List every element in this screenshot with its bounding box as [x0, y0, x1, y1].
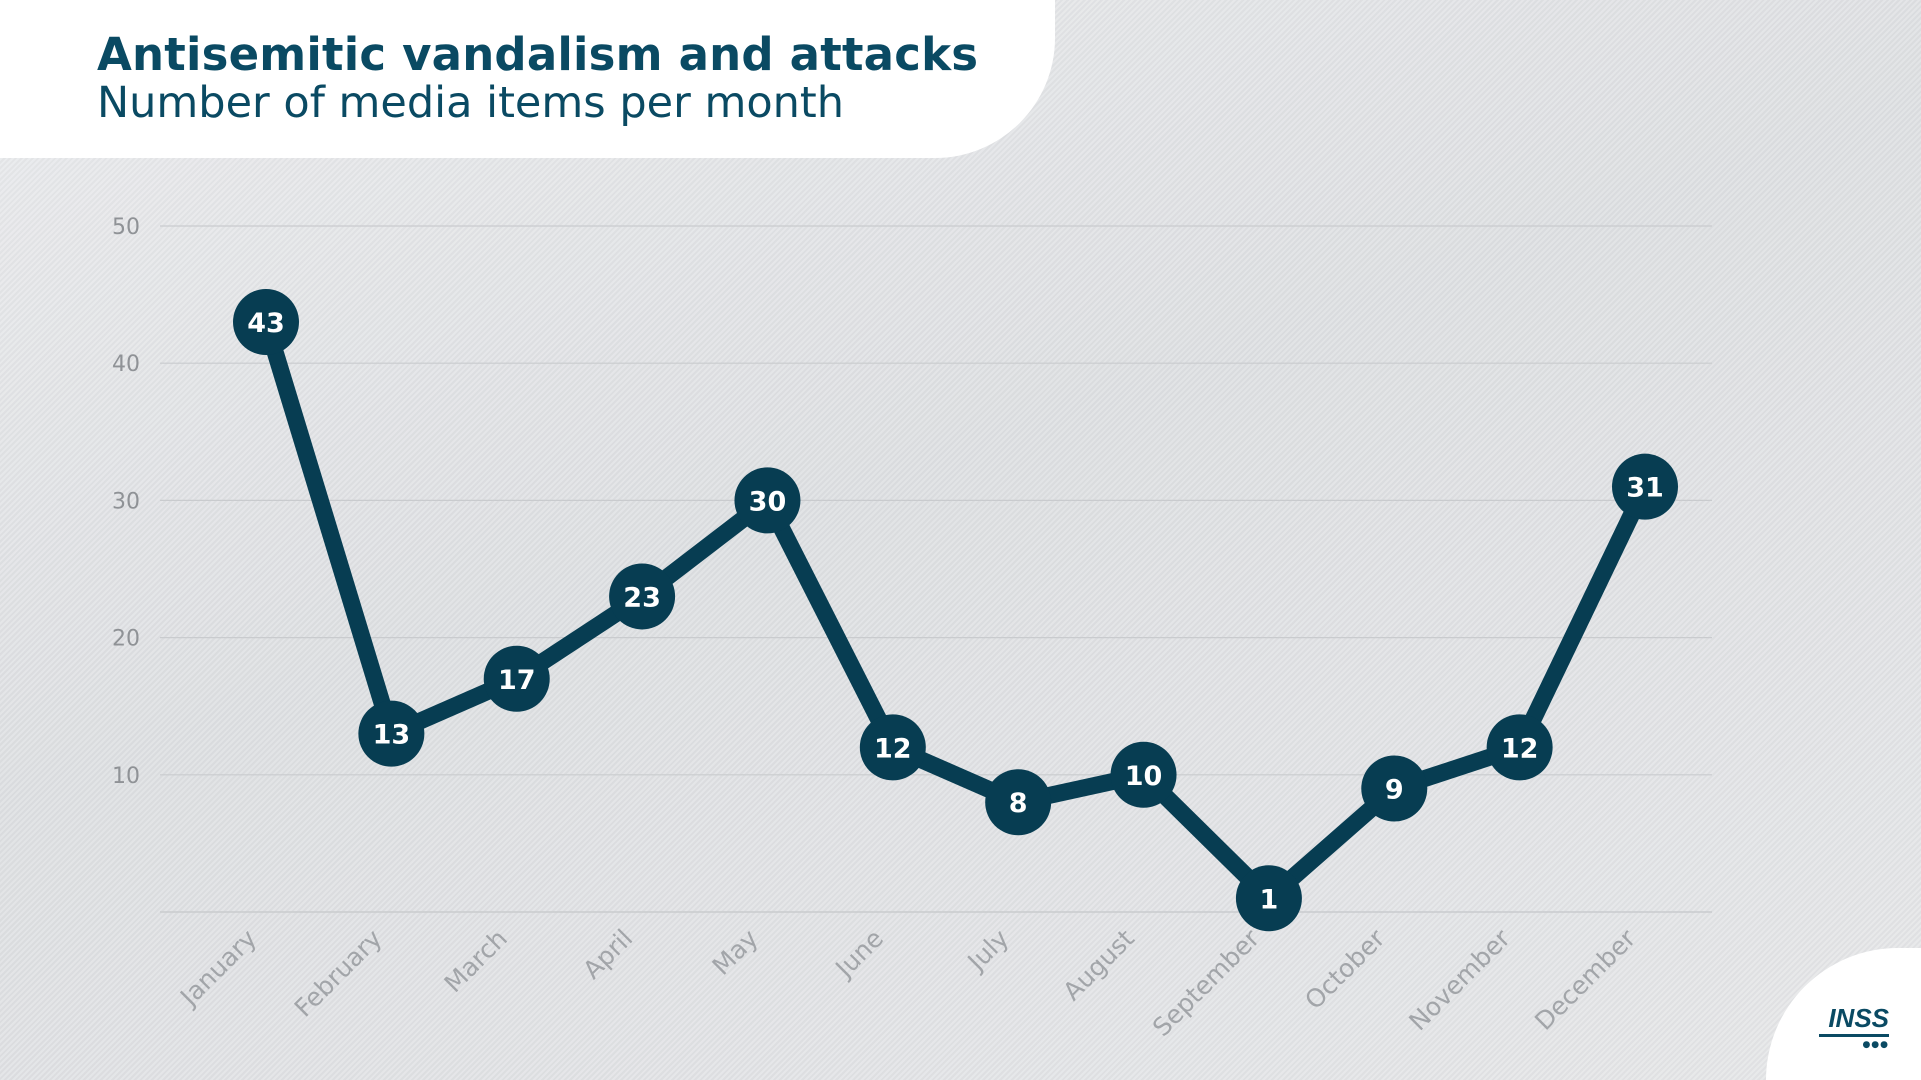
x-tick-label: May [707, 924, 764, 981]
inss-logo-icon: INSS ●●● [1819, 1005, 1889, 1050]
data-label: 12 [1501, 733, 1539, 764]
x-tick-label: March [439, 924, 513, 998]
data-point [483, 645, 550, 712]
x-tick-label: January [173, 924, 262, 1013]
data-point [1110, 741, 1177, 808]
data-label: 13 [373, 720, 411, 751]
series-line-layer [257, 313, 1654, 907]
data-label: 30 [749, 486, 787, 517]
y-tick-label: 20 [112, 627, 140, 652]
data-label: 1 [1260, 884, 1279, 915]
data-point [734, 467, 801, 534]
data-point [1361, 755, 1428, 822]
chart-subtitle: Number of media items per month [97, 78, 844, 128]
logo-text: INSS [1828, 1003, 1889, 1033]
y-tick-label: 40 [112, 352, 140, 377]
x-tick-label: June [829, 924, 889, 984]
data-label: 10 [1125, 761, 1163, 792]
x-tick-label: April [577, 924, 638, 985]
data-point [1235, 865, 1302, 932]
x-axis-ticks: January February March April May June July Augu… [173, 923, 1641, 1042]
data-point [1486, 714, 1553, 781]
y-tick-label: 50 [112, 215, 140, 240]
data-label: 43 [247, 308, 285, 339]
x-tick-label: September [1147, 923, 1266, 1042]
data-point [609, 563, 676, 630]
data-point [233, 289, 299, 356]
x-tick-label: October [1299, 923, 1391, 1015]
data-label: 12 [874, 733, 912, 764]
data-point [985, 769, 1052, 836]
data-label: 17 [498, 665, 536, 696]
data-point [859, 714, 926, 781]
data-label: 9 [1385, 775, 1404, 806]
x-tick-label: July [961, 924, 1015, 978]
x-tick-label: December [1529, 923, 1642, 1036]
grid-layer [160, 225, 1712, 913]
x-tick-label: August [1057, 924, 1140, 1007]
y-tick-label: 30 [112, 489, 140, 514]
title-card: Antisemitic vandalism and attacks Number… [0, 0, 1055, 158]
x-tick-label: February [289, 924, 388, 1023]
series-line [257, 313, 1654, 907]
data-point [1612, 453, 1678, 520]
x-tick-label: November [1403, 923, 1516, 1036]
chart-title: Antisemitic vandalism and attacks [97, 28, 979, 81]
data-label: 23 [623, 582, 661, 613]
logo-underline [1819, 1034, 1889, 1037]
data-label: 31 [1626, 473, 1664, 504]
y-tick-label: 10 [112, 764, 140, 789]
data-label: 8 [1009, 788, 1028, 819]
data-points-layer: 43 13 17 23 30 12 8 10 1 9 12 31 [233, 289, 1678, 932]
data-point [358, 700, 425, 767]
y-axis-ticks: 10 20 30 40 50 [112, 215, 140, 789]
logo-dots-icon: ●●● [1862, 1040, 1889, 1050]
